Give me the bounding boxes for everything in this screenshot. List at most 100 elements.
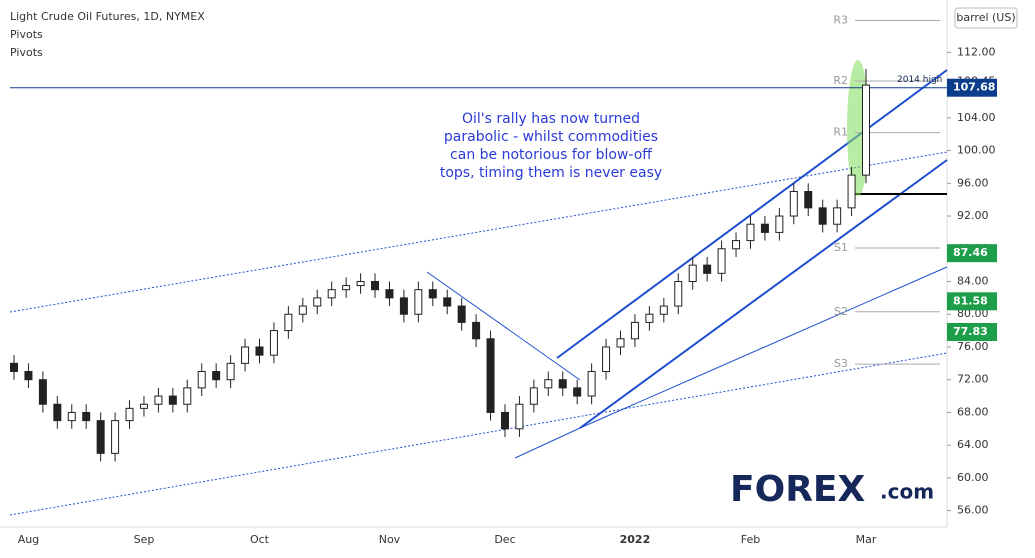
y-tick-label: 60.00 (957, 471, 989, 484)
candle-body (414, 289, 423, 315)
pivot-label: R2 (833, 74, 848, 87)
pivot-label: R3 (833, 13, 848, 26)
candle-body (10, 362, 18, 373)
candle-body (38, 379, 47, 405)
y-tick-label: 92.00 (957, 209, 989, 222)
y-tick-label: 80.00 (957, 307, 989, 320)
pivot-label: S1 (834, 241, 848, 254)
price-badge-label: 77.83 (953, 325, 988, 338)
candle-body (573, 387, 582, 397)
price-badge-label: 81.58 (953, 294, 988, 307)
y-tick-label: 56.00 (957, 504, 989, 517)
x-tick-label: Sep (134, 533, 155, 546)
candle-body (399, 297, 408, 315)
logo: FOREX .com (730, 469, 934, 510)
candle-body (486, 338, 495, 413)
candle-body (659, 305, 668, 315)
candle-body (544, 379, 553, 389)
candle-body (674, 281, 683, 307)
trend-lines (9, 69, 948, 516)
candle-body (342, 285, 351, 291)
y-tick-label: 76.00 (957, 340, 989, 353)
candle-body (168, 395, 177, 405)
candle-body (529, 387, 538, 405)
candle-body (746, 223, 755, 242)
chart-title: Light Crude Oil Futures, 1D, NYMEX (10, 10, 205, 23)
pivot-label: S2 (834, 305, 848, 318)
candle-body (212, 371, 221, 381)
candle-body (688, 264, 697, 283)
unit-label[interactable]: barrel (US) (956, 11, 1015, 24)
candle-body (775, 215, 784, 233)
price-badge (947, 322, 997, 341)
candle-body (732, 240, 741, 250)
candle-body (154, 395, 163, 405)
candle-body (558, 379, 567, 389)
candle-body (428, 289, 437, 299)
candle-body (53, 403, 62, 422)
candle-body (241, 346, 250, 364)
candle-body (255, 346, 264, 356)
candle-body (125, 407, 134, 422)
candle-body (717, 248, 726, 274)
unit-box[interactable] (954, 7, 1018, 29)
price-badge (947, 244, 997, 263)
x-tick-label: Aug (18, 533, 39, 546)
candle-body (630, 321, 639, 340)
candle-body (616, 338, 625, 348)
x-tick-label: Oct (250, 533, 270, 546)
candle-body (183, 387, 192, 405)
candle-body (500, 411, 509, 430)
candle-body (515, 403, 524, 430)
candle-body (833, 207, 842, 225)
candle-body (356, 281, 365, 287)
price-badge (947, 78, 997, 97)
annotation-line: tops, timing them is never easy (440, 165, 662, 181)
candle-body (226, 362, 235, 381)
candle-body (602, 346, 611, 373)
candle-body (818, 207, 827, 225)
logo-main: FOREX (730, 469, 866, 510)
x-tick-label: 2022 (620, 533, 651, 546)
annotation: Oil's rally has now turned parabolic - wh… (440, 111, 662, 181)
candle-body (457, 305, 466, 323)
candle-body (67, 411, 76, 422)
indicator-label: Pivots (10, 28, 43, 41)
candle-body (298, 305, 307, 315)
y-tick-label: 84.00 (957, 275, 989, 288)
candle-body (443, 297, 452, 307)
candle-body (472, 321, 481, 340)
candle-body (789, 190, 798, 217)
candle-body (587, 371, 596, 397)
price-badge-label: 107.68 (953, 81, 995, 94)
x-tick-label: Nov (379, 533, 401, 546)
y-tick-label: 64.00 (957, 438, 989, 451)
annotation-line: parabolic - whilst commodities (444, 129, 658, 145)
candle-body (284, 313, 293, 332)
indicator-label: Pivots (10, 46, 43, 59)
x-tick-label: Mar (856, 533, 877, 546)
candle-body (269, 330, 278, 356)
candle-body (139, 403, 148, 409)
high-label: 2014 high (897, 75, 942, 85)
candle-body (385, 289, 394, 299)
candle-body (645, 313, 654, 323)
candle-body (760, 223, 769, 233)
logo-suffix: .com (880, 480, 934, 504)
x-tick-label: Dec (494, 533, 515, 546)
candle-body (313, 297, 322, 307)
candle-body (197, 371, 206, 389)
annotation-line: Oil's rally has now turned (462, 111, 640, 127)
pivot-label: R1 (833, 126, 848, 139)
y-tick-label: 112.00 (957, 45, 996, 58)
candle-body (82, 411, 91, 422)
candle-body (804, 190, 813, 209)
y-tick-label: 96.00 (957, 176, 989, 189)
annotation-line: can be notorious for blow-off (450, 147, 652, 163)
x-tick-label: Feb (741, 533, 760, 546)
candle-body (327, 289, 336, 299)
price-badge (947, 292, 997, 311)
candle-body (24, 371, 33, 381)
